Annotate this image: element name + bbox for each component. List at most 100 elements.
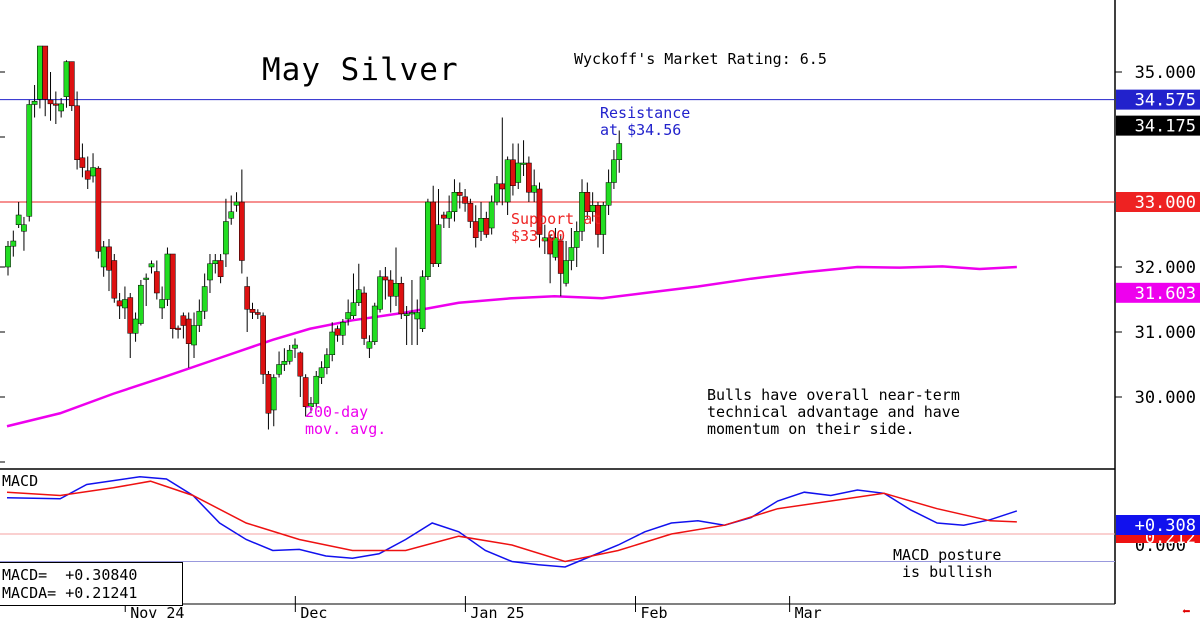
candle-up bbox=[414, 312, 421, 320]
candle-down bbox=[217, 260, 224, 277]
candle-up bbox=[122, 299, 128, 309]
candle bbox=[318, 361, 325, 384]
price-tag-bg bbox=[1116, 515, 1200, 535]
candle bbox=[462, 189, 468, 212]
candle-down bbox=[456, 192, 463, 196]
candle-up bbox=[10, 240, 17, 247]
candle-down bbox=[265, 374, 272, 414]
candle-up bbox=[339, 322, 346, 336]
candle-down bbox=[302, 377, 309, 407]
candle-up bbox=[228, 211, 235, 219]
candle-up bbox=[276, 364, 282, 375]
candle-up bbox=[531, 185, 538, 193]
candle bbox=[584, 182, 591, 219]
level-lines bbox=[0, 99, 1115, 562]
candle-up bbox=[63, 61, 70, 97]
candle-up bbox=[308, 403, 314, 407]
candle-up bbox=[37, 45, 43, 100]
candle bbox=[605, 169, 612, 215]
candle bbox=[106, 239, 112, 292]
candle-up bbox=[611, 159, 617, 183]
candle bbox=[196, 299, 203, 332]
candle-up bbox=[563, 260, 569, 284]
macd-series bbox=[6, 476, 1018, 568]
candle-down bbox=[175, 327, 181, 330]
candle bbox=[398, 276, 405, 319]
candle bbox=[286, 345, 293, 365]
candle-up bbox=[270, 377, 277, 411]
candle bbox=[494, 176, 500, 206]
macd-line bbox=[6, 476, 1018, 568]
candle bbox=[611, 150, 617, 189]
candle bbox=[223, 198, 229, 267]
price-tag-bg bbox=[1116, 89, 1200, 110]
candle bbox=[302, 374, 309, 417]
candle bbox=[148, 260, 155, 274]
candle-down bbox=[47, 99, 54, 105]
candle-down bbox=[244, 286, 251, 310]
candle-down bbox=[95, 167, 102, 252]
candle bbox=[270, 374, 277, 427]
candle-up bbox=[324, 354, 330, 368]
candle bbox=[451, 179, 458, 222]
price-tag-bg bbox=[1116, 115, 1200, 136]
candle bbox=[350, 273, 357, 319]
candle bbox=[79, 143, 86, 178]
candle-up bbox=[90, 167, 96, 177]
candle-up bbox=[377, 276, 383, 310]
ma-price-tag: 31.603 bbox=[1116, 282, 1200, 304]
candle bbox=[467, 198, 474, 228]
candle-down bbox=[127, 297, 134, 334]
candle bbox=[531, 169, 538, 202]
candle bbox=[260, 312, 266, 384]
macd-panel-title: MACD bbox=[2, 472, 39, 490]
candle-up bbox=[164, 253, 171, 300]
candle-down bbox=[483, 218, 490, 235]
candle-up bbox=[313, 375, 320, 404]
candle-up bbox=[419, 276, 426, 329]
candle bbox=[435, 189, 442, 267]
candle bbox=[153, 260, 160, 300]
candle bbox=[371, 302, 378, 345]
ma200-line bbox=[6, 265, 1017, 428]
candle-down bbox=[440, 214, 447, 219]
candle bbox=[387, 270, 394, 313]
candle bbox=[430, 185, 437, 267]
candle-up bbox=[393, 283, 399, 297]
candle-up bbox=[201, 286, 208, 312]
resistance-annotation: Resistance at $34.56 bbox=[600, 104, 691, 139]
chart-frame bbox=[0, 0, 1116, 605]
candle-up bbox=[371, 305, 378, 342]
candle-down bbox=[526, 162, 532, 193]
candle bbox=[74, 91, 80, 170]
candle bbox=[159, 286, 165, 319]
candle bbox=[557, 234, 564, 297]
candle-down bbox=[382, 276, 389, 281]
price-tag-label: 34.175 bbox=[1135, 117, 1196, 137]
candle bbox=[499, 117, 506, 206]
candle bbox=[207, 254, 213, 293]
candle-down bbox=[260, 315, 266, 375]
candle bbox=[164, 247, 171, 306]
candle bbox=[313, 371, 320, 407]
price-tag-label: 34.575 bbox=[1135, 91, 1196, 111]
macd-price-tag: +0.308 bbox=[1116, 515, 1200, 536]
candle bbox=[191, 312, 197, 358]
candle-down bbox=[430, 201, 437, 264]
candle bbox=[37, 45, 43, 109]
candle bbox=[10, 230, 17, 257]
candle-down bbox=[462, 196, 468, 204]
candle-up bbox=[345, 312, 352, 320]
candle-down bbox=[68, 61, 75, 107]
candle bbox=[504, 156, 511, 215]
candle bbox=[472, 205, 479, 248]
macda-line bbox=[6, 480, 1017, 563]
candle-up bbox=[600, 205, 607, 235]
candle-down bbox=[52, 103, 59, 106]
candle-up bbox=[100, 246, 107, 268]
candle-up bbox=[212, 260, 219, 264]
candle-up bbox=[403, 313, 410, 316]
candle-up bbox=[143, 277, 150, 280]
